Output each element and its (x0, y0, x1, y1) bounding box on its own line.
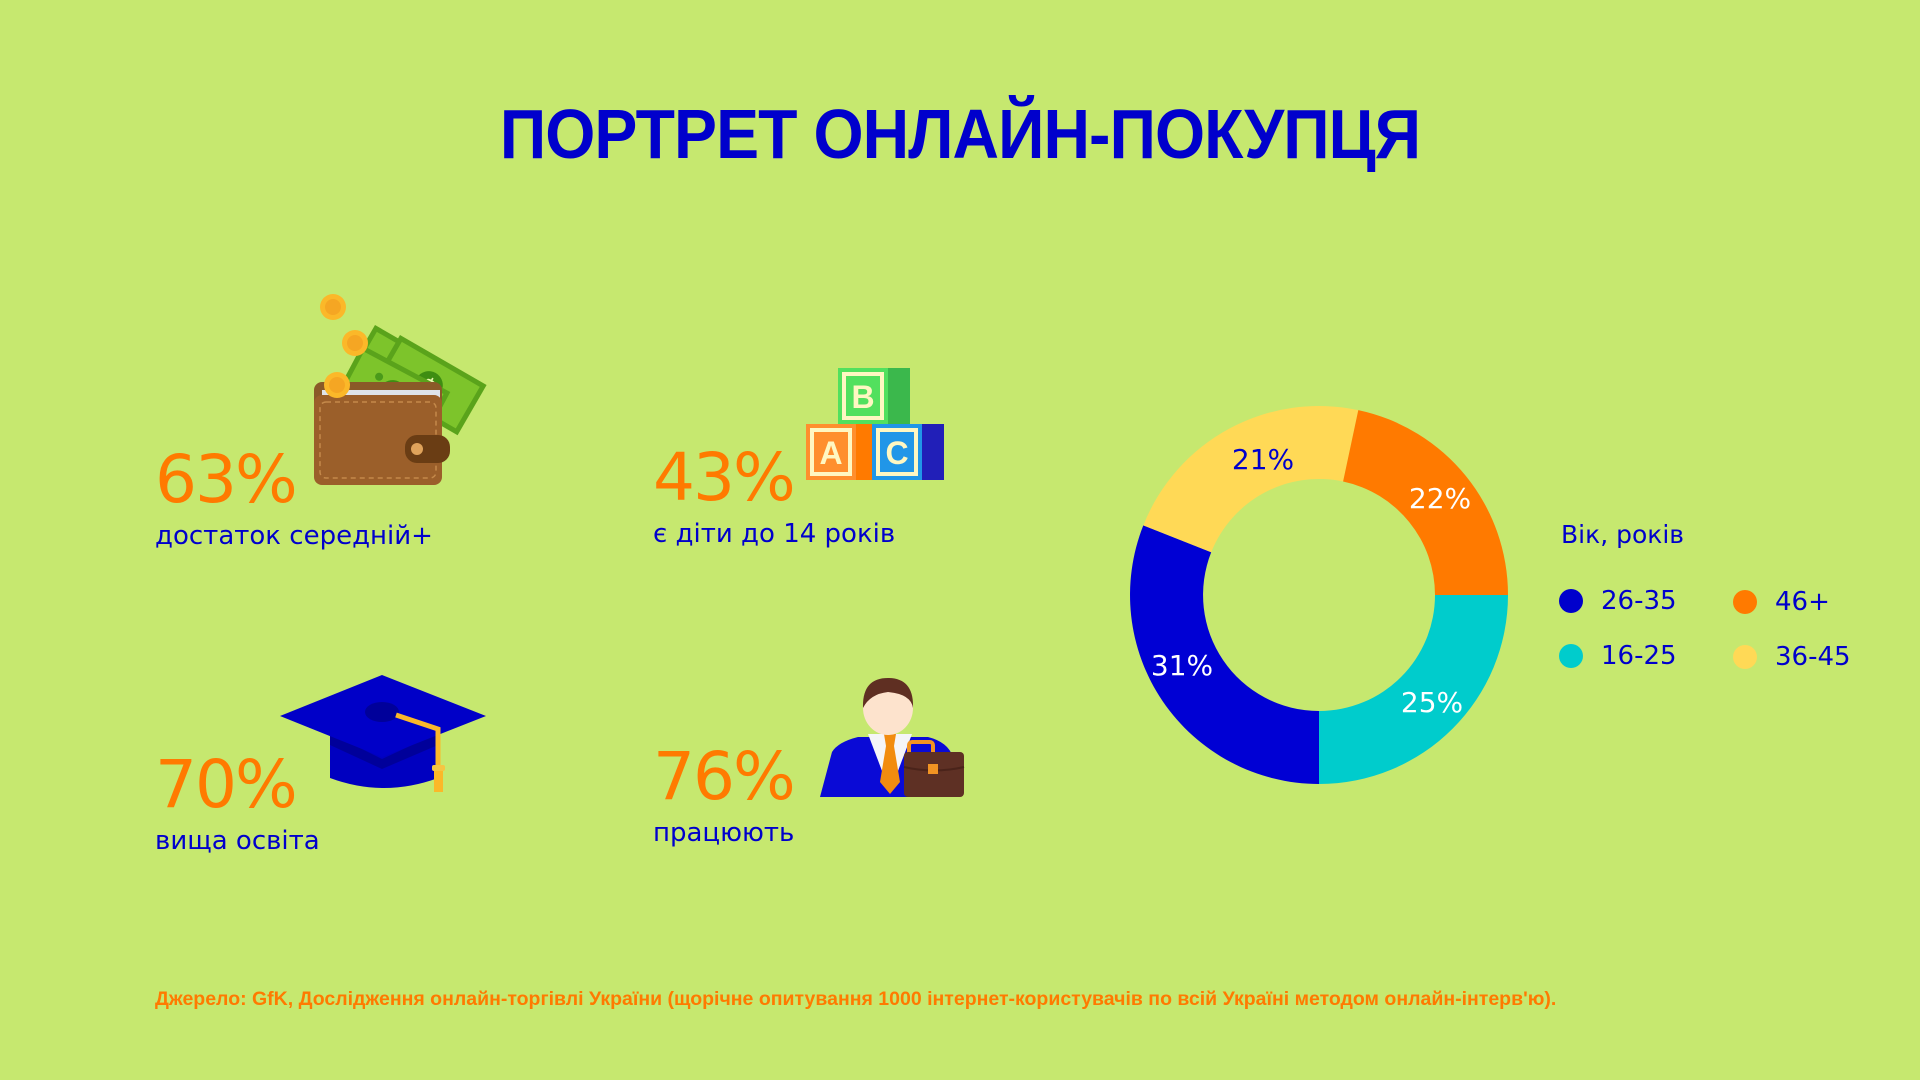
age-donut-chart: 21% 22% 25% 31% (1130, 405, 1508, 784)
stat-value: 43% (653, 439, 796, 516)
legend-dot (1733, 590, 1757, 614)
stat-income: 63% достаток середній+ (155, 441, 433, 552)
svg-text:C: C (885, 435, 908, 471)
stat-label: працюють (653, 818, 795, 848)
stat-value: 76% (653, 738, 796, 815)
segment-26-35 (1130, 525, 1319, 784)
stat-employed: 76% працюють (653, 738, 796, 849)
stat-label: достаток середній+ (155, 521, 433, 551)
legend-label: 26-35 (1601, 586, 1677, 616)
stat-education: 70% вища освіта (155, 746, 320, 857)
legend-dot (1559, 589, 1583, 613)
svg-text:A: A (819, 435, 842, 471)
businessman-icon (820, 678, 965, 797)
legend-item-36-45: 36-45 (1733, 642, 1851, 672)
legend-dot (1733, 645, 1757, 669)
label-26-35: 31% (1151, 649, 1213, 682)
svg-text:B: B (851, 379, 874, 415)
legend-label: 46+ (1775, 587, 1830, 617)
abc-blocks-icon: B A C (806, 368, 944, 480)
stat-label: є діти до 14 років (653, 519, 896, 549)
legend-label: 16-25 (1601, 641, 1677, 671)
legend-label: 36-45 (1775, 642, 1851, 672)
label-16-25: 25% (1401, 686, 1463, 719)
label-36-45: 21% (1232, 443, 1294, 476)
legend-dot (1559, 644, 1583, 668)
stat-value: 63% (155, 441, 298, 518)
label-46-plus: 22% (1409, 482, 1471, 515)
stat-value: 70% (155, 746, 298, 823)
legend-item-46-plus: 46+ (1733, 587, 1830, 617)
segment-46-plus (1343, 410, 1508, 595)
page-title: ПОРТРЕТ ОНЛАЙН-ПОКУПЦЯ (499, 95, 1421, 173)
legend-item-16-25: 16-25 (1559, 641, 1677, 671)
graduation-cap-icon (280, 675, 486, 792)
legend-title: Вік, років (1561, 520, 1685, 549)
legend-item-26-35: 26-35 (1559, 586, 1677, 616)
wallet-icon: $ $ $ (314, 294, 487, 485)
segment-36-45 (1143, 405, 1359, 553)
stat-children: 43% є діти до 14 років (653, 439, 896, 550)
stat-label: вища освіта (155, 826, 320, 856)
source-note: Джерело: GfK, Дослідження онлайн-торгівл… (155, 988, 1557, 1010)
segment-16-25 (1319, 595, 1508, 784)
